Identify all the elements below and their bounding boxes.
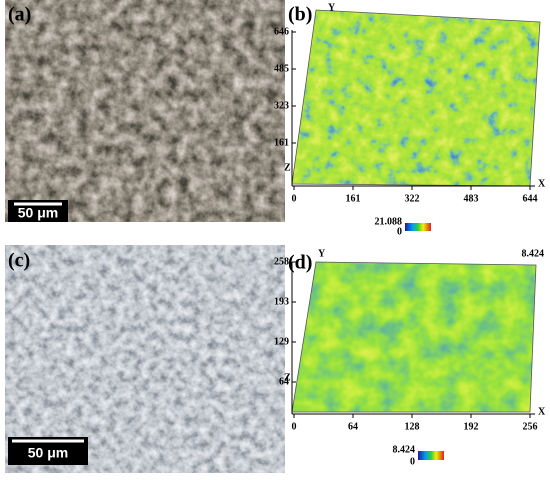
axis-label: Y [318, 248, 326, 259]
x-tick-label: 256 [523, 421, 538, 432]
axis-label: Z [284, 162, 291, 173]
micrograph [5, 0, 285, 222]
surface-map [292, 10, 540, 186]
colorbar-min: 0 [410, 456, 415, 467]
y-tick-label: 161 [274, 137, 289, 148]
axis-label: Y [328, 2, 336, 13]
x-tick-label: 322 [405, 193, 420, 204]
plot-box [291, 9, 541, 187]
axis-label: X [538, 406, 546, 417]
x-tick-label: 161 [346, 193, 361, 204]
x-tick-label: 0 [292, 193, 297, 204]
colorbar-min: 0 [397, 226, 402, 237]
y-tick-label: 323 [274, 100, 289, 111]
colorbar [405, 223, 431, 231]
panel-label: (a) [8, 4, 31, 26]
axis-label: Z [284, 372, 291, 383]
y-tick-label: 485 [274, 63, 289, 74]
y-tick-label: 193 [274, 296, 289, 307]
y-tick-label: 64 [279, 376, 289, 387]
scale-bar-label: 50 μm [28, 445, 68, 461]
panel-label: (c) [8, 250, 30, 272]
y-tick-label: 646 [274, 26, 289, 37]
x-tick-label: 644 [523, 193, 538, 204]
colorbar [418, 451, 444, 460]
x-tick-label: 483 [464, 193, 479, 204]
scale-bar-label: 50 μm [18, 205, 58, 221]
x-tick-label: 64 [348, 421, 358, 432]
colorbar-max: 8.424 [393, 444, 416, 455]
y-tick-label: 129 [274, 336, 289, 347]
axis-label: X [538, 178, 546, 189]
plot-box [291, 261, 537, 413]
z-max-label: 8.424 [522, 248, 545, 259]
colorbar-max: 21.088 [375, 216, 403, 227]
micrograph [5, 245, 285, 473]
surface-map [292, 262, 536, 412]
x-tick-label: 192 [464, 421, 479, 432]
panel-label: (b) [288, 4, 312, 26]
x-tick-label: 0 [292, 421, 297, 432]
x-tick-label: 128 [405, 421, 420, 432]
y-tick-label: 258 [274, 256, 289, 267]
panel-label: (d) [288, 252, 312, 274]
